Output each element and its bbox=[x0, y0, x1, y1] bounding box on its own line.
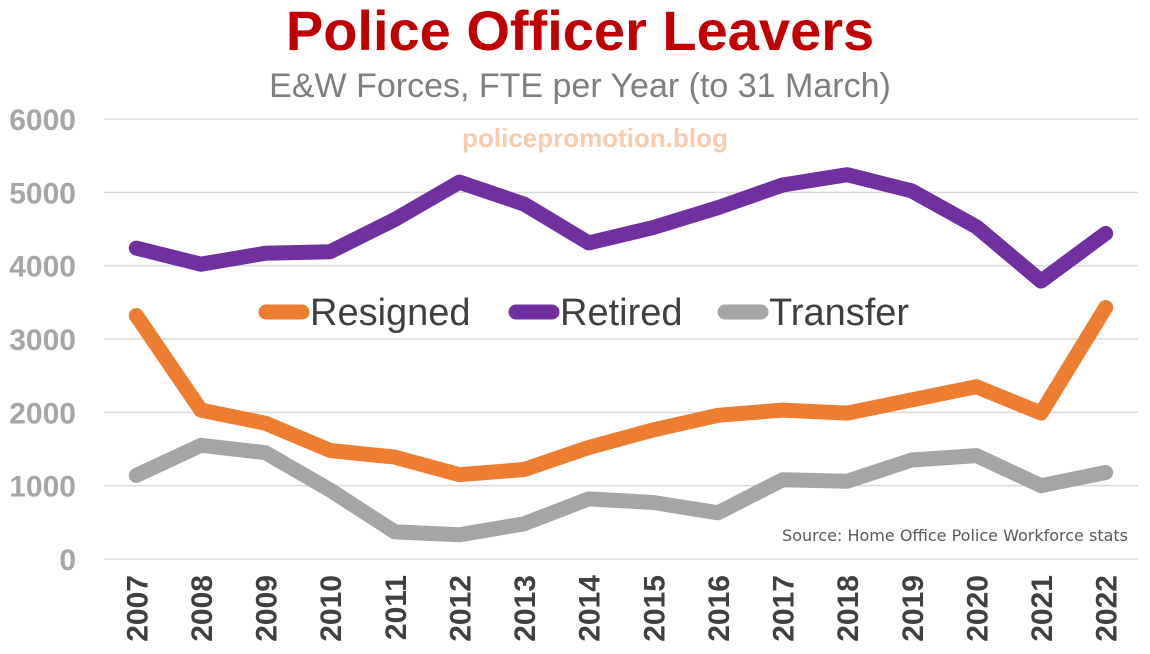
legend-label-retired: Retired bbox=[560, 292, 683, 334]
series-line-transfer bbox=[128, 437, 1114, 543]
x-tick-label: 2019 bbox=[897, 575, 930, 642]
series-lines bbox=[128, 167, 1114, 543]
legend-label-transfer: Transfer bbox=[769, 292, 909, 334]
x-tick-label: 2007 bbox=[121, 575, 154, 642]
x-tick-label: 2018 bbox=[832, 575, 865, 642]
legend: Resigned Retired Transfer bbox=[258, 292, 909, 334]
x-axis-ticks: 2007 2008 2009 2010 2011 2012 2013 2014 2015 2016… bbox=[121, 575, 1123, 642]
y-tick-label: 1000 bbox=[9, 471, 76, 504]
watermark-text: policepromotion.blog bbox=[462, 123, 728, 153]
x-tick-label: 2016 bbox=[703, 575, 736, 642]
chart-title: Police Officer Leavers bbox=[286, 0, 874, 62]
x-tick-label: 2009 bbox=[251, 575, 284, 642]
gridlines bbox=[104, 118, 1138, 560]
legend-label-resigned: Resigned bbox=[310, 292, 471, 334]
y-tick-label: 0 bbox=[59, 544, 76, 577]
y-axis-ticks: 0 1000 2000 3000 4000 5000 6000 bbox=[9, 104, 76, 577]
x-tick-label: 2017 bbox=[768, 575, 801, 642]
y-tick-label: 5000 bbox=[9, 177, 76, 210]
x-tick-label: 2013 bbox=[509, 575, 542, 642]
source-note: Source: Home Office Police Workforce sta… bbox=[782, 526, 1128, 545]
x-tick-label: 2020 bbox=[961, 575, 994, 642]
x-tick-label: 2022 bbox=[1091, 575, 1124, 642]
x-tick-label: 2011 bbox=[380, 575, 413, 640]
y-tick-label: 6000 bbox=[9, 104, 76, 137]
x-tick-label: 2014 bbox=[574, 575, 607, 642]
x-tick-label: 2012 bbox=[444, 575, 477, 642]
x-tick-label: 2008 bbox=[186, 575, 219, 642]
y-tick-label: 2000 bbox=[9, 397, 76, 430]
chart-subtitle: E&W Forces, FTE per Year (to 31 March) bbox=[269, 67, 891, 105]
x-tick-label: 2021 bbox=[1026, 575, 1059, 642]
x-tick-label: 2010 bbox=[315, 575, 348, 642]
y-tick-label: 4000 bbox=[9, 251, 76, 284]
series-line-retired bbox=[128, 167, 1114, 289]
series-line-resigned bbox=[128, 300, 1114, 483]
y-tick-label: 3000 bbox=[9, 324, 76, 357]
x-tick-label: 2015 bbox=[638, 575, 671, 642]
